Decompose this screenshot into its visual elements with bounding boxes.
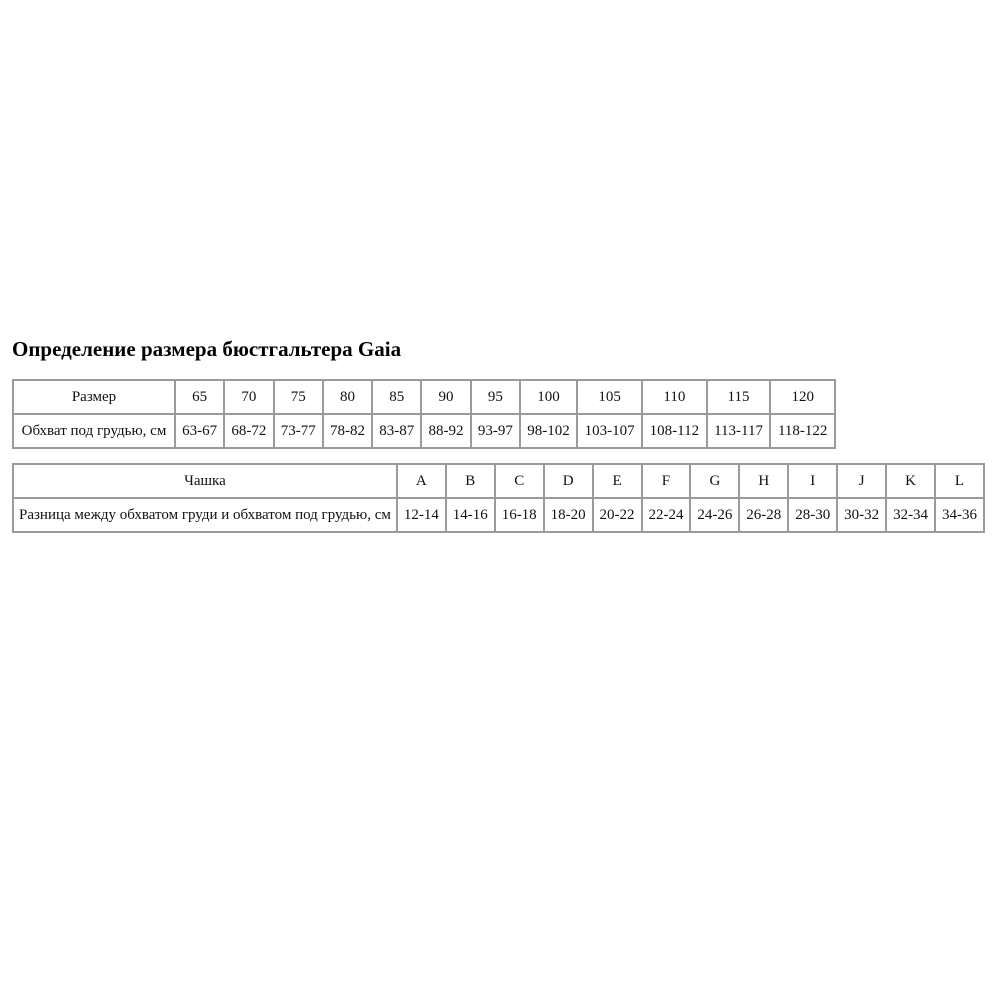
underbust-range-cell: 113-117 xyxy=(705,413,772,450)
underbust-range-cell: 118-122 xyxy=(769,413,836,450)
cup-letter-cell: H xyxy=(738,463,790,500)
band-size-cell: 80 xyxy=(321,379,374,416)
underbust-range-cell: 103-107 xyxy=(576,413,644,450)
band-size-table: Размер 65 70 75 80 85 90 95 100 105 110 … xyxy=(12,379,836,450)
cup-letter-cell: K xyxy=(885,463,937,500)
underbust-range-cell: 88-92 xyxy=(420,413,472,450)
underbust-row-label: Обхват под грудью, см xyxy=(12,413,176,450)
band-size-cell: 85 xyxy=(371,379,423,416)
underbust-range-cell: 63-67 xyxy=(173,413,226,450)
difference-range-cell: 26-28 xyxy=(738,497,790,534)
underbust-range-cell: 93-97 xyxy=(469,413,521,450)
underbust-range-cell: 98-102 xyxy=(518,413,579,450)
band-size-row-label: Размер xyxy=(12,379,176,416)
band-size-cell: 70 xyxy=(223,379,275,416)
cup-letter-cell: C xyxy=(493,463,545,500)
cup-letter-cell: A xyxy=(395,463,447,500)
cup-row-label: Чашка xyxy=(12,463,398,500)
cup-letter-cell: I xyxy=(787,463,839,500)
band-size-cell: 75 xyxy=(272,379,324,416)
underbust-range-cell: 68-72 xyxy=(223,413,275,450)
band-size-cell: 100 xyxy=(518,379,579,416)
difference-range-cell: 34-36 xyxy=(934,497,985,534)
cup-letter-cell: G xyxy=(689,463,741,500)
difference-row: Разница между обхватом груди и обхватом … xyxy=(12,497,985,534)
difference-range-cell: 20-22 xyxy=(591,497,643,534)
difference-range-cell: 18-20 xyxy=(542,497,594,534)
band-size-cell: 105 xyxy=(576,379,644,416)
cup-letter-cell: F xyxy=(640,463,692,500)
cup-letter-cell: J xyxy=(836,463,888,500)
page-content: Определение размера бюстгальтера Gaia Ра… xyxy=(12,337,997,534)
band-size-cell: 115 xyxy=(705,379,772,416)
band-size-cell: 90 xyxy=(420,379,472,416)
difference-range-cell: 24-26 xyxy=(689,497,741,534)
band-size-cell: 95 xyxy=(469,379,521,416)
underbust-range-cell: 78-82 xyxy=(321,413,374,450)
band-size-cell: 110 xyxy=(641,379,708,416)
band-size-cell: 65 xyxy=(173,379,226,416)
underbust-range-cell: 83-87 xyxy=(371,413,423,450)
underbust-range-cell: 73-77 xyxy=(272,413,324,450)
difference-range-cell: 30-32 xyxy=(836,497,888,534)
cup-letter-cell: L xyxy=(934,463,985,500)
cup-letter-cell: E xyxy=(591,463,643,500)
difference-range-cell: 12-14 xyxy=(395,497,447,534)
band-size-cell: 120 xyxy=(769,379,836,416)
difference-range-cell: 22-24 xyxy=(640,497,692,534)
underbust-range-cell: 108-112 xyxy=(641,413,708,450)
page-title: Определение размера бюстгальтера Gaia xyxy=(12,337,402,361)
cup-size-table: Чашка A B C D E F G H I J K L Разница ме… xyxy=(12,463,985,534)
difference-range-cell: 32-34 xyxy=(885,497,937,534)
difference-range-cell: 16-18 xyxy=(493,497,545,534)
band-size-header-row: Размер 65 70 75 80 85 90 95 100 105 110 … xyxy=(12,379,836,416)
cup-header-row: Чашка A B C D E F G H I J K L xyxy=(12,463,985,500)
cup-letter-cell: B xyxy=(444,463,496,500)
difference-row-label: Разница между обхватом груди и обхватом … xyxy=(12,497,398,534)
underbust-row: Обхват под грудью, см 63-67 68-72 73-77 … xyxy=(12,413,836,450)
difference-range-cell: 14-16 xyxy=(444,497,496,534)
difference-range-cell: 28-30 xyxy=(787,497,839,534)
cup-letter-cell: D xyxy=(542,463,594,500)
